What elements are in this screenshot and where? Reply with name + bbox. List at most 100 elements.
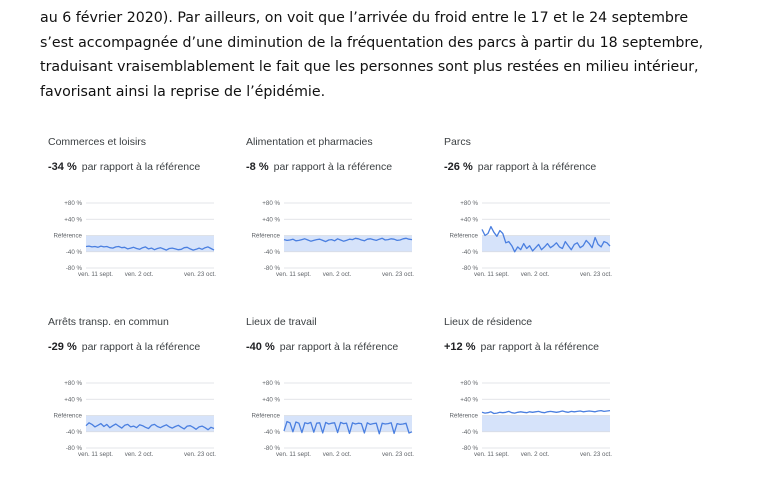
paragraph-line: traduisant vraisemblablement le fait que… (40, 59, 699, 75)
y-tick-label: -40 % (462, 249, 479, 256)
series-line (283, 420, 413, 435)
value-percent: -29 % (48, 341, 77, 353)
y-tick-label: Référence (449, 233, 478, 240)
y-tick-label: Référence (251, 233, 280, 240)
x-tick-label: ven. 23 oct. (382, 451, 414, 458)
y-tick-label: Référence (53, 413, 82, 420)
chart-title: Parcs (444, 136, 471, 148)
y-tick-label: +80 % (64, 380, 82, 387)
value-suffix: par rapport à la référence (477, 161, 597, 173)
chart-panel-transports: Arrêts transp. en commun -29 % par rappor… (40, 316, 236, 466)
chart-value: -34 % par rapport à la référence (48, 161, 200, 173)
y-tick-label: -40 % (66, 429, 83, 436)
mini-chart: +80 % +40 % Référence -40 % -80 %ven. 11 sep… (251, 380, 414, 458)
y-tick-label: +80 % (262, 380, 280, 387)
value-suffix: par rapport à la référence (273, 161, 393, 173)
y-tick-label: +40 % (460, 396, 478, 403)
x-tick-label: ven. 11 sept. (78, 271, 113, 278)
y-tick-label: +40 % (262, 216, 280, 223)
x-tick-label: ven. 11 sept. (474, 451, 509, 458)
y-tick-label: +80 % (460, 200, 478, 207)
chart-value: -8 % par rapport à la référence (246, 161, 392, 173)
y-tick-label: +80 % (262, 200, 280, 207)
y-tick-label: -40 % (462, 429, 479, 436)
y-tick-label: -40 % (264, 249, 281, 256)
series-line (85, 245, 215, 251)
chart-panel-commerces: Commerces et loisirs -34 % par rapport à … (40, 136, 236, 286)
chart-panel-parcs: Parcs -26 % par rapport à la référence +8… (436, 136, 632, 286)
mini-chart: +80 % +40 % Référence -40 % -80 %ven. 11 sep… (53, 380, 216, 458)
reference-band (86, 235, 214, 252)
y-tick-label: -80 % (462, 265, 479, 272)
y-tick-label: Référence (53, 233, 82, 240)
y-tick-label: -80 % (462, 445, 479, 452)
y-tick-label: +40 % (64, 216, 82, 223)
x-tick-label: ven. 11 sept. (78, 451, 113, 458)
paragraph-line: favorisant ainsi la reprise de l’épidémi… (40, 83, 326, 100)
y-tick-label: Référence (251, 413, 280, 420)
chart-value: -40 % par rapport à la référence (246, 341, 398, 353)
y-tick-label: +40 % (262, 396, 280, 403)
y-tick-label: -80 % (66, 445, 83, 452)
value-suffix: par rapport à la référence (480, 341, 599, 353)
reference-band (284, 235, 412, 252)
reference-band (86, 415, 214, 432)
value-suffix: par rapport à la référence (81, 341, 201, 353)
x-tick-label: ven. 11 sept. (474, 271, 509, 278)
x-tick-label: ven. 23 oct. (382, 271, 414, 278)
mini-chart: +80 % +40 % Référence -40 % -80 %ven. 11 sep… (449, 200, 612, 278)
series-line (481, 409, 611, 415)
value-percent: -8 % (246, 161, 269, 173)
chart-value: -26 % par rapport à la référence (444, 161, 596, 173)
y-tick-label: +40 % (64, 396, 82, 403)
y-tick-label: +80 % (64, 200, 82, 207)
value-percent: -26 % (444, 161, 473, 173)
y-tick-label: -80 % (66, 265, 83, 272)
x-tick-label: ven. 2 oct. (125, 271, 154, 278)
series-line (481, 225, 611, 253)
body-paragraph: au 6 février 2020). Par ailleurs, on voi… (40, 6, 724, 104)
mini-chart: +80 % +40 % Référence -40 % -80 %ven. 11 sep… (449, 380, 612, 458)
chart-title: Lieux de résidence (444, 316, 533, 328)
y-tick-label: +40 % (460, 216, 478, 223)
y-tick-label: Référence (449, 413, 478, 420)
paragraph-line: au 6 février 2020). Par ailleurs, on voi… (40, 10, 689, 26)
x-tick-label: ven. 2 oct. (125, 451, 154, 458)
y-tick-label: -40 % (66, 249, 83, 256)
series-line (283, 237, 413, 243)
value-percent: +12 % (444, 341, 476, 353)
value-suffix: par rapport à la référence (81, 161, 201, 173)
chart-panel-travail: Lieux de travail -40 % par rapport à la r… (238, 316, 434, 466)
y-tick-label: -80 % (264, 265, 281, 272)
mini-chart: +80 % +40 % Référence -40 % -80 %ven. 11 sep… (251, 200, 414, 278)
reference-band (482, 235, 610, 252)
chart-title: Alimentation et pharmacies (246, 136, 373, 148)
y-tick-label: -40 % (264, 429, 281, 436)
chart-title: Arrêts transp. en commun (48, 316, 169, 328)
mini-chart: +80 % +40 % Référence -40 % -80 %ven. 11 sep… (53, 200, 216, 278)
x-tick-label: ven. 11 sept. (276, 451, 311, 458)
value-suffix: par rapport à la référence (279, 341, 399, 353)
x-tick-label: ven. 11 sept. (276, 271, 311, 278)
y-tick-label: +80 % (460, 380, 478, 387)
x-tick-label: ven. 23 oct. (580, 271, 612, 278)
y-tick-label: -80 % (264, 445, 281, 452)
x-tick-label: ven. 2 oct. (521, 451, 550, 458)
x-tick-label: ven. 2 oct. (323, 271, 352, 278)
chart-value: -29 % par rapport à la référence (48, 341, 200, 353)
chart-title: Lieux de travail (246, 316, 317, 328)
x-tick-label: ven. 23 oct. (184, 451, 216, 458)
reference-band (482, 415, 610, 432)
chart-title: Commerces et loisirs (48, 136, 147, 148)
value-percent: -34 % (48, 161, 77, 173)
value-percent: -40 % (246, 341, 275, 353)
chart-value: +12 % par rapport à la référence (444, 341, 599, 353)
chart-panel-residence: Lieux de résidence +12 % par rapport à la… (436, 316, 632, 466)
reference-band (284, 415, 412, 432)
x-tick-label: ven. 23 oct. (580, 451, 612, 458)
paragraph-line: s’est accompagnée d’une diminution de la… (40, 34, 704, 51)
series-line (85, 422, 215, 431)
x-tick-label: ven. 23 oct. (184, 271, 216, 278)
x-tick-label: ven. 2 oct. (521, 271, 550, 278)
chart-panel-alimentation: Alimentation et pharmacies -8 % par rappo… (238, 136, 434, 286)
